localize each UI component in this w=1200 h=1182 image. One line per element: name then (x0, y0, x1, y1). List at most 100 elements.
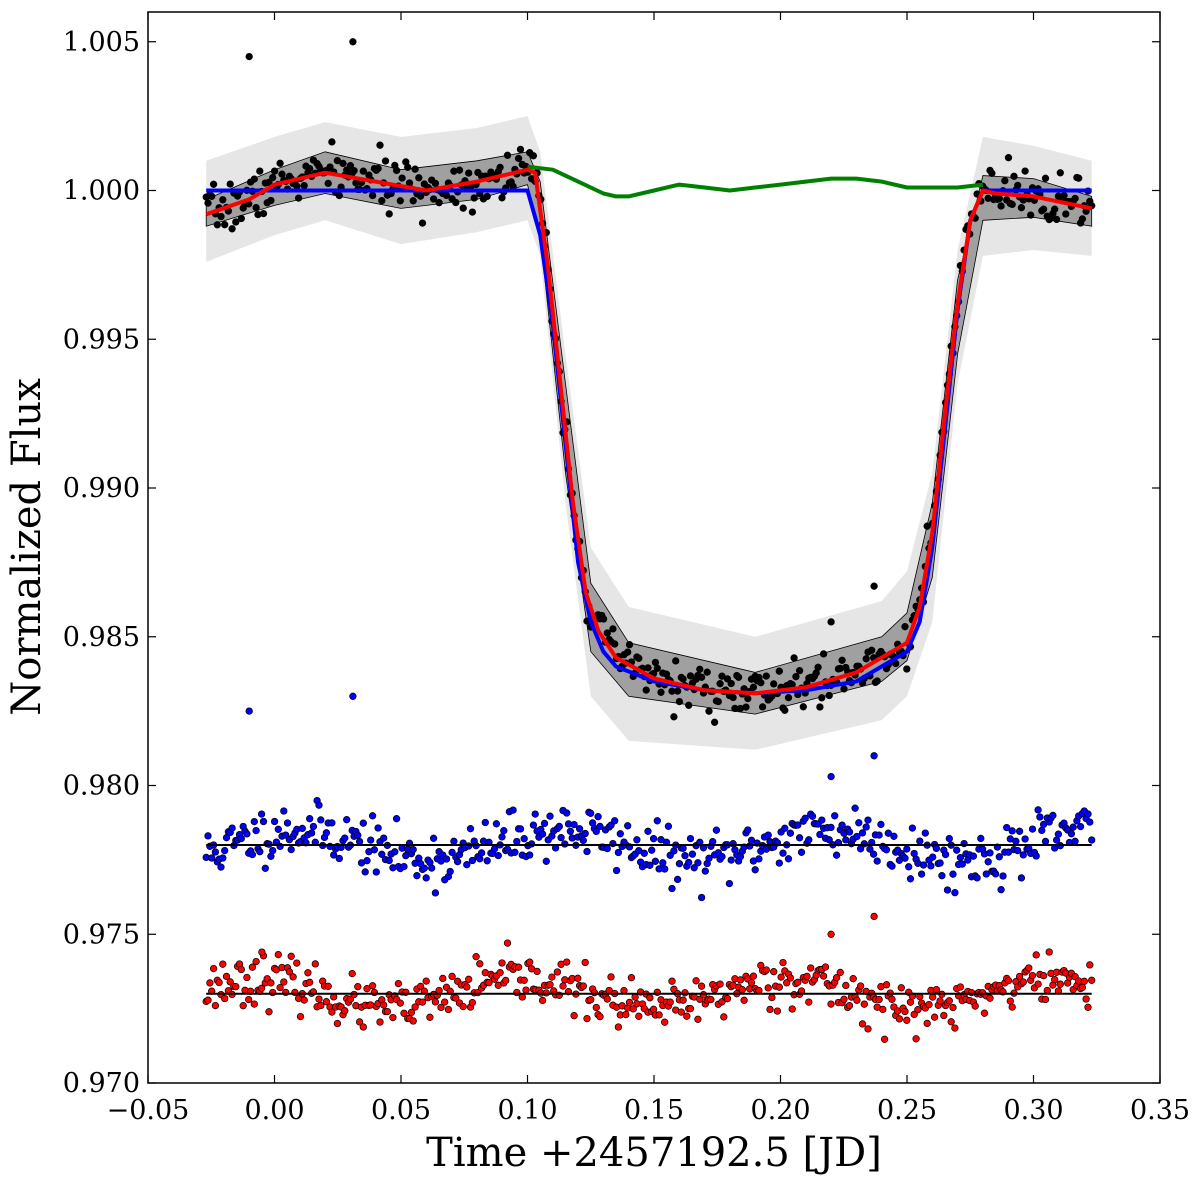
outlier-point (245, 707, 253, 715)
data-point (256, 848, 264, 856)
data-point (775, 667, 783, 675)
data-point (1062, 210, 1070, 218)
data-point (683, 1012, 691, 1020)
data-point (483, 857, 491, 865)
data-point (468, 856, 477, 865)
data-point (221, 221, 229, 229)
data-point (265, 1008, 273, 1016)
data-point (794, 978, 802, 986)
data-point (587, 809, 595, 817)
data-point (947, 1018, 955, 1026)
data-point (858, 829, 867, 837)
data-point (570, 1012, 578, 1020)
data-point (411, 165, 419, 173)
data-point (692, 977, 700, 985)
data-point (209, 964, 218, 973)
data-point (905, 863, 913, 871)
data-point (317, 1001, 325, 1010)
model-layer (205, 164, 1093, 696)
data-point (649, 835, 658, 843)
data-point (322, 998, 331, 1006)
data-point (300, 181, 308, 190)
data-point (400, 1009, 408, 1017)
data-point (348, 969, 356, 978)
data-point (1078, 983, 1087, 992)
data-point (685, 701, 693, 709)
data-point (1069, 823, 1077, 831)
data-point (633, 836, 641, 844)
data-point (1045, 948, 1053, 956)
data-point (932, 844, 941, 853)
data-point (492, 820, 501, 828)
data-point (832, 974, 841, 982)
data-point (1051, 976, 1059, 984)
data-point (1088, 836, 1096, 844)
data-point (716, 680, 724, 688)
scatter-series-2 (202, 912, 1096, 1043)
data-point (819, 972, 828, 980)
data-point (988, 169, 996, 177)
data-point (426, 1013, 434, 1021)
data-point (470, 194, 478, 202)
data-point (367, 836, 375, 844)
data-point (378, 850, 386, 858)
data-point (590, 989, 599, 997)
data-point (341, 834, 349, 842)
data-point (1003, 823, 1011, 832)
data-point (476, 960, 484, 968)
data-point (420, 864, 428, 872)
data-point (875, 995, 883, 1004)
data-point (653, 817, 661, 825)
x-tick-label: 0.05 (371, 1095, 431, 1126)
data-point (363, 985, 371, 993)
data-point (1088, 976, 1096, 984)
data-point (995, 853, 1003, 861)
data-point (503, 151, 512, 159)
data-point (439, 974, 447, 983)
data-point (581, 829, 589, 838)
x-tick-label: 0.20 (750, 1095, 810, 1126)
data-point (444, 1005, 453, 1014)
data-point (786, 829, 795, 837)
data-point (819, 650, 828, 658)
data-point (343, 816, 351, 824)
data-point (376, 1018, 384, 1026)
data-point (1021, 167, 1029, 175)
data-point (257, 984, 266, 992)
data-point (675, 860, 684, 868)
data-point (533, 967, 541, 976)
data-point (529, 152, 538, 160)
data-point (278, 170, 286, 178)
data-point (259, 817, 268, 826)
data-point (929, 993, 937, 1001)
data-point (503, 939, 512, 947)
data-point (882, 846, 891, 854)
data-point (888, 862, 896, 870)
data-point (252, 826, 260, 835)
data-point (563, 958, 571, 966)
data-point (514, 154, 523, 163)
data-point (999, 872, 1007, 880)
data-point (599, 615, 608, 623)
data-point (744, 694, 752, 703)
scatter-series-1 (202, 692, 1096, 902)
data-point (1034, 806, 1042, 814)
data-point (498, 959, 506, 967)
outlier-point (870, 912, 878, 921)
data-point (213, 221, 221, 229)
data-point (984, 858, 992, 866)
data-point (1071, 837, 1079, 845)
data-point (1025, 964, 1033, 972)
data-point (1049, 811, 1057, 820)
data-point (596, 822, 604, 831)
data-point (681, 852, 689, 860)
data-point (707, 995, 715, 1004)
y-tick-label: 0.980 (63, 771, 140, 802)
data-point (206, 979, 214, 987)
data-point (825, 836, 833, 844)
data-point (901, 1007, 909, 1016)
data-point (794, 821, 802, 829)
data-point (888, 995, 896, 1003)
data-point (496, 163, 504, 172)
data-point (953, 846, 961, 854)
